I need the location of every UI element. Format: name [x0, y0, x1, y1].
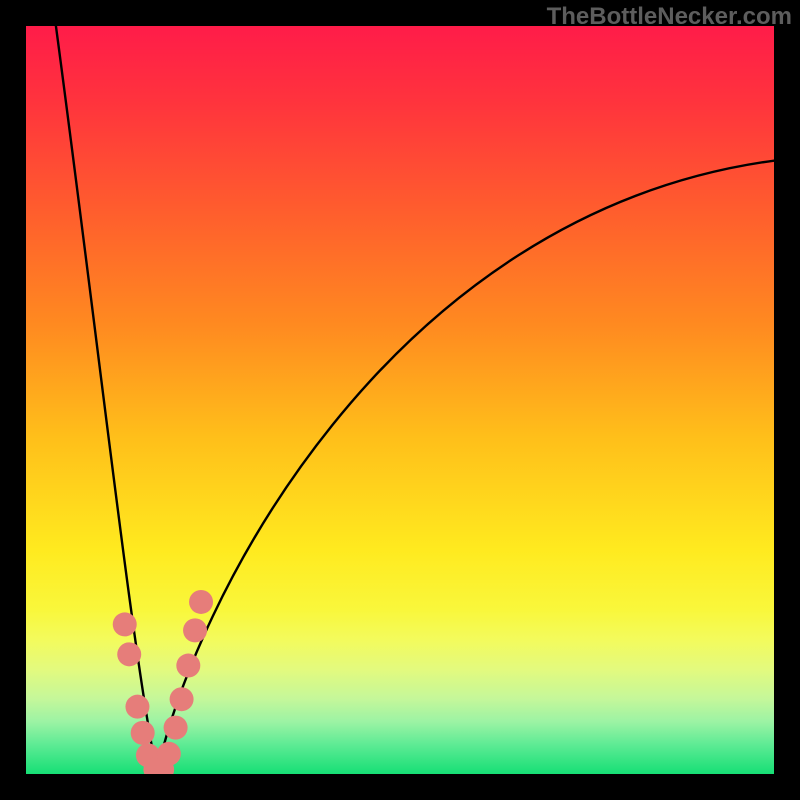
data-marker: [176, 654, 200, 678]
watermark-text: TheBottleNecker.com: [547, 3, 792, 31]
data-marker: [157, 742, 181, 766]
data-marker: [164, 716, 188, 740]
data-marker: [117, 642, 141, 666]
data-marker: [183, 618, 207, 642]
data-marker: [170, 687, 194, 711]
data-marker: [113, 612, 137, 636]
data-marker: [131, 721, 155, 745]
plot-area: [26, 26, 774, 774]
data-marker: [189, 590, 213, 614]
chart-svg: [26, 26, 774, 774]
chart-canvas: TheBottleNecker.com: [0, 0, 800, 800]
data-marker: [125, 695, 149, 719]
